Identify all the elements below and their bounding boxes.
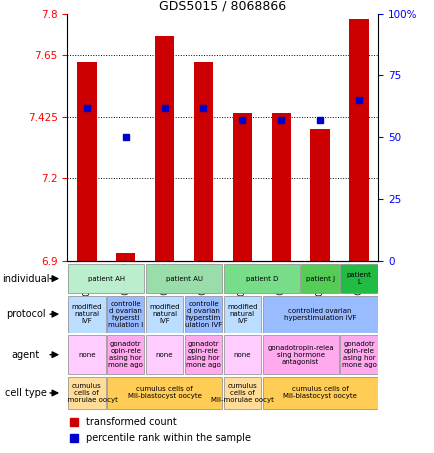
Bar [223, 264, 299, 294]
Bar [223, 296, 260, 333]
Bar [301, 264, 338, 294]
Text: cumulus
cells of
MII-morulae oocyt: cumulus cells of MII-morulae oocyt [210, 383, 273, 403]
Text: cumulus cells of
MII-blastocyst oocyte: cumulus cells of MII-blastocyst oocyte [283, 386, 356, 400]
Bar [116, 253, 135, 261]
Bar [223, 377, 260, 410]
Text: gonadotr
opin-rele
asing hor
mone ago: gonadotr opin-rele asing hor mone ago [341, 341, 375, 368]
Bar [339, 335, 377, 374]
Text: cell type: cell type [5, 388, 46, 398]
Text: controlle
d ovarian
hypersti
mulation I: controlle d ovarian hypersti mulation I [108, 301, 143, 328]
Title: GDS5015 / 8068866: GDS5015 / 8068866 [159, 0, 286, 12]
Bar [262, 377, 377, 410]
Bar [271, 112, 290, 261]
Text: none: none [233, 352, 250, 358]
Bar [146, 335, 183, 374]
Bar [193, 62, 213, 261]
Bar [184, 296, 222, 333]
Text: gonadotr
opin-rele
asing hor
mone ago: gonadotr opin-rele asing hor mone ago [186, 341, 220, 368]
Bar [107, 335, 144, 374]
Text: patient AH: patient AH [88, 275, 125, 282]
Bar [310, 129, 329, 261]
Bar [68, 264, 144, 294]
Text: patient
L: patient L [346, 272, 371, 285]
Bar [262, 296, 377, 333]
Bar [68, 296, 105, 333]
Text: gonadotr
opin-rele
asing hor
mone ago: gonadotr opin-rele asing hor mone ago [108, 341, 143, 368]
Text: percentile rank within the sample: percentile rank within the sample [86, 434, 250, 443]
Bar [146, 296, 183, 333]
Bar [146, 264, 222, 294]
Bar [68, 377, 105, 410]
Bar [232, 112, 252, 261]
Text: agent: agent [11, 350, 39, 360]
Text: controlled ovarian
hyperstimulation IVF: controlled ovarian hyperstimulation IVF [283, 308, 355, 321]
Text: transformed count: transformed count [86, 417, 177, 427]
Bar [77, 62, 96, 261]
Text: individual: individual [2, 274, 49, 284]
Bar [68, 335, 105, 374]
Bar [184, 335, 222, 374]
Text: patient AU: patient AU [165, 275, 202, 282]
Text: modified
natural
IVF: modified natural IVF [72, 304, 102, 324]
Text: cumulus cells of
MII-blastocyst oocyte: cumulus cells of MII-blastocyst oocyte [128, 386, 201, 400]
Text: patient J: patient J [305, 275, 334, 282]
Text: modified
natural
IVF: modified natural IVF [149, 304, 179, 324]
Bar [155, 36, 174, 261]
Bar [339, 264, 377, 294]
Text: none: none [78, 352, 95, 358]
Text: none: none [155, 352, 173, 358]
Text: gonadotropin-relea
sing hormone
antagonist: gonadotropin-relea sing hormone antagoni… [267, 345, 333, 365]
Text: controlle
d ovarian
hyperstim
ulation IVF: controlle d ovarian hyperstim ulation IV… [184, 301, 222, 328]
Bar [107, 296, 144, 333]
Text: protocol: protocol [6, 309, 45, 319]
Bar [349, 19, 368, 261]
Bar [107, 377, 222, 410]
Bar [262, 335, 338, 374]
Bar [223, 335, 260, 374]
Text: modified
natural
IVF: modified natural IVF [227, 304, 257, 324]
Text: patient D: patient D [245, 275, 277, 282]
Text: cumulus
cells of
MII-morulae oocyt: cumulus cells of MII-morulae oocyt [55, 383, 118, 403]
